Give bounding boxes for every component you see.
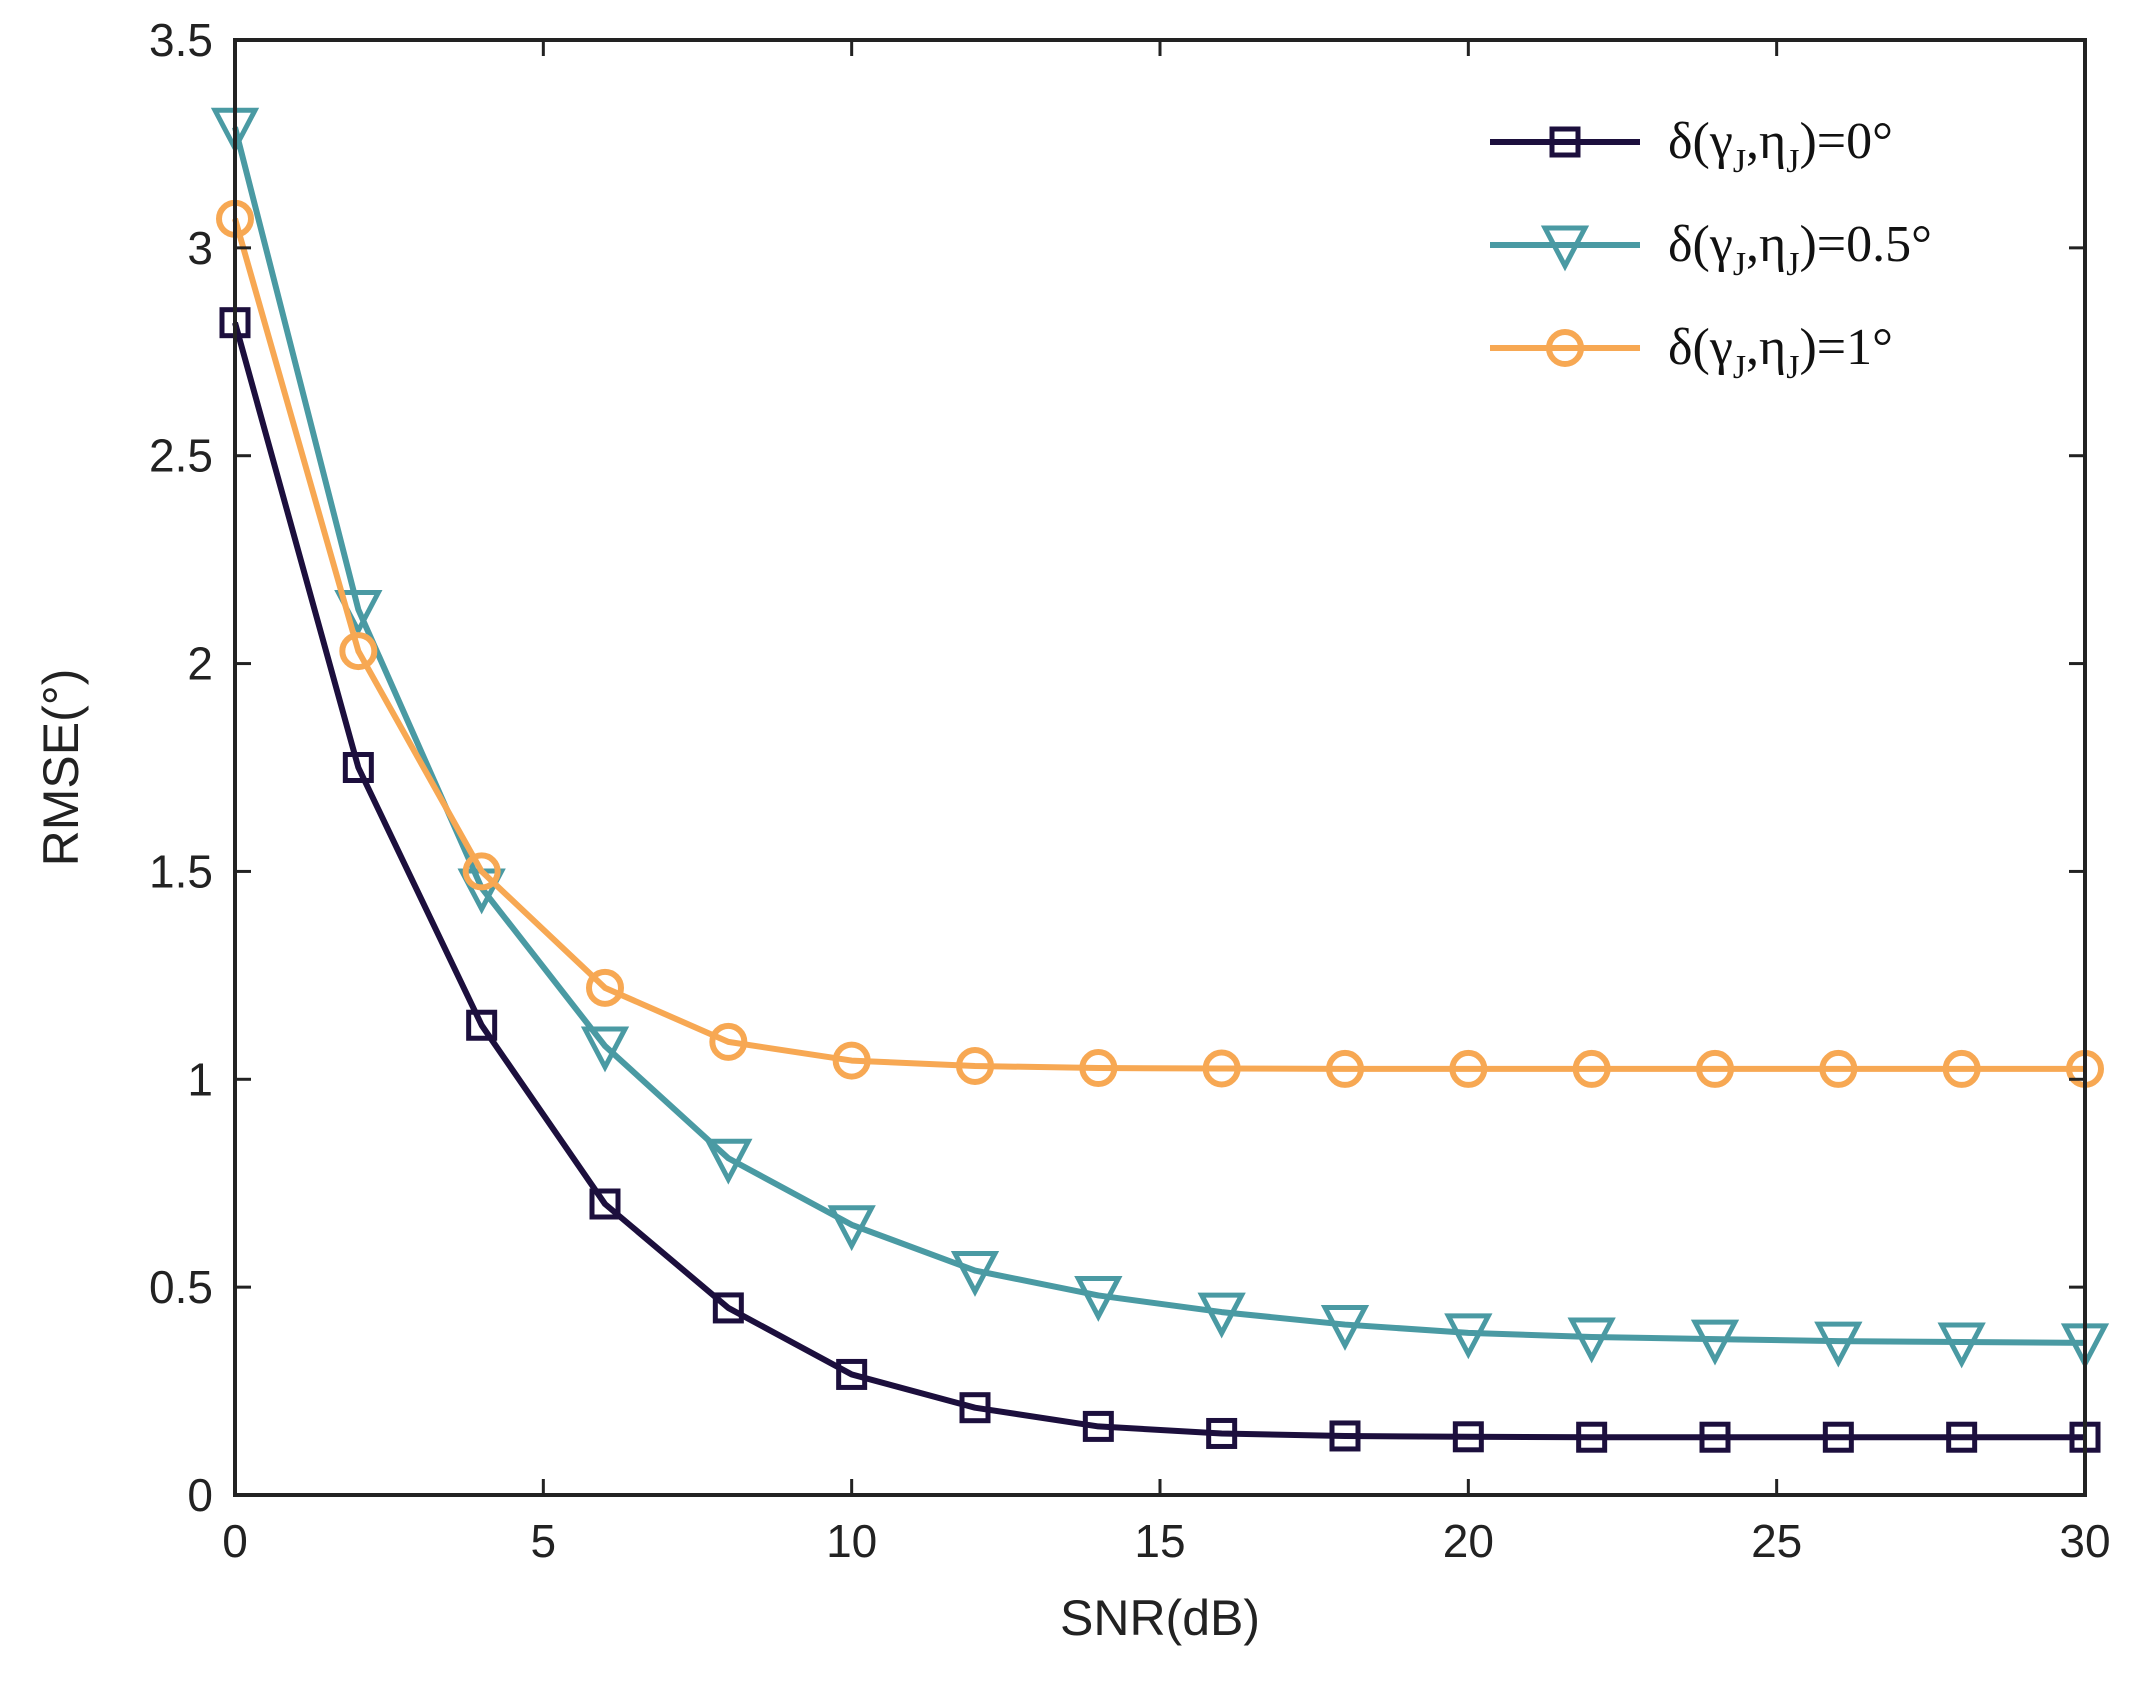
data-point-square <box>1946 1421 1978 1453</box>
legend-label-sub1: J <box>1733 143 1746 180</box>
legend: δ(γJ,ηJ)=0°δ(γJ,ηJ)=0.5°δ(γJ,ηJ)=1° <box>1490 113 1932 386</box>
data-point-triangle-down <box>580 1026 630 1073</box>
legend-label-eta: η <box>1759 319 1786 376</box>
legend-label-comma: , <box>1746 113 1759 170</box>
legend-label-comma: , <box>1746 216 1759 273</box>
legend-label-close: )=1° <box>1799 319 1892 376</box>
data-point-triangle-down <box>1074 1275 1123 1322</box>
data-point-square <box>1206 1417 1238 1449</box>
data-point-square <box>589 1188 621 1220</box>
legend-label-gamma: γ <box>1709 216 1733 273</box>
data-point-triangle-down <box>1320 1305 1370 1351</box>
legend-label: δ(γJ,ηJ)=1° <box>1668 319 1893 386</box>
y-tick-label: 3.5 <box>149 14 213 66</box>
y-axis-title: RMSE(°) <box>33 669 89 867</box>
legend-label-close: )=0.5° <box>1799 216 1931 273</box>
legend-label-comma: , <box>1746 319 1759 376</box>
data-point-circle <box>339 632 378 671</box>
y-tick-label: 1 <box>187 1053 213 1105</box>
x-tick-label: 5 <box>531 1515 557 1567</box>
legend-label-sub1: J <box>1733 246 1746 283</box>
data-point-triangle-down <box>1814 1321 1863 1368</box>
x-tick-label: 30 <box>2059 1515 2110 1567</box>
data-point-triangle-down <box>1444 1313 1493 1360</box>
x-tick-label: 25 <box>1751 1515 1802 1567</box>
data-point-circle <box>1079 1049 1118 1088</box>
legend-label-sub2: J <box>1786 143 1799 180</box>
data-point-circle <box>832 1041 871 1080</box>
series-layer <box>210 107 2110 1453</box>
legend-label-eta: η <box>1759 113 1786 170</box>
series-3 <box>216 199 2104 1088</box>
series-2 <box>210 107 2110 1370</box>
data-point-square <box>1329 1420 1361 1452</box>
x-axis-title: SNR(dB) <box>1060 1590 1260 1646</box>
data-point-square <box>1822 1421 1854 1453</box>
data-point-circle <box>462 852 501 891</box>
data-point-square <box>466 1009 498 1041</box>
data-point-circle <box>1202 1049 1241 1088</box>
data-point-square <box>959 1392 991 1424</box>
legend-label-close: )=0° <box>1799 113 1892 170</box>
series-line <box>232 321 2085 1441</box>
data-point-square <box>1082 1410 1114 1442</box>
series-line <box>232 217 2085 1072</box>
legend-entry: δ(γJ,ηJ)=0.5° <box>1490 216 1932 283</box>
data-point-square <box>712 1292 744 1324</box>
y-tick-label: 2.5 <box>149 430 213 482</box>
legend-label-sub2: J <box>1786 349 1799 386</box>
data-point-circle <box>1942 1049 1981 1088</box>
data-point-square <box>836 1358 868 1390</box>
data-point-circle <box>1449 1049 1488 1088</box>
data-point-triangle-down <box>827 1205 876 1252</box>
legend-marker-circle <box>1546 329 1584 367</box>
data-point-square <box>1576 1421 1608 1453</box>
data-point-circle <box>586 968 624 1007</box>
y-tick-label: 3 <box>187 222 213 274</box>
legend-label-eta: η <box>1759 216 1786 273</box>
data-point-square <box>1452 1421 1484 1453</box>
data-point-triangle-down <box>950 1251 1000 1297</box>
x-tick-label: 20 <box>1443 1515 1494 1567</box>
legend-label-gamma: γ <box>1709 319 1733 376</box>
series-line <box>232 126 2086 1346</box>
legend-marker-square <box>1549 126 1581 158</box>
data-point-circle <box>1696 1049 1734 1088</box>
data-point-triangle-down <box>1197 1292 1246 1339</box>
y-axis-ticks: 0 0.5 1 1.5 2 2.5 3 3.5 <box>149 14 2085 1521</box>
data-point-square <box>342 752 374 783</box>
legend-label-sub1: J <box>1733 349 1746 386</box>
legend-label-sub2: J <box>1786 246 1799 283</box>
legend-entry: δ(γJ,ηJ)=0° <box>1490 113 1893 180</box>
legend-label: δ(γJ,ηJ)=0° <box>1668 113 1893 180</box>
legend-label-delta: δ( <box>1668 113 1710 170</box>
x-axis-ticks: 0 5 10 15 20 25 30 <box>222 40 2111 1567</box>
data-point-square <box>1699 1421 1731 1453</box>
data-point-circle <box>1326 1049 1364 1088</box>
y-tick-label: 1.5 <box>149 845 213 897</box>
data-point-triangle-down <box>1937 1322 1986 1369</box>
legend-marker-triangle-down <box>1540 225 1590 272</box>
data-point-triangle-down <box>1690 1319 1740 1366</box>
legend-label-delta: δ( <box>1668 216 1710 273</box>
legend-label-gamma: γ <box>1709 113 1733 170</box>
data-point-triangle-down <box>704 1138 753 1185</box>
data-point-circle <box>709 1022 748 1061</box>
y-tick-label: 0.5 <box>149 1261 213 1313</box>
legend-label: δ(γJ,ηJ)=0.5° <box>1668 216 1932 283</box>
x-tick-label: 15 <box>1134 1515 1185 1567</box>
data-point-circle <box>1819 1049 1858 1088</box>
data-point-circle <box>956 1046 994 1085</box>
y-tick-label: 0 <box>187 1469 213 1521</box>
legend-entry: δ(γJ,ηJ)=1° <box>1490 319 1893 386</box>
data-point-circle <box>1572 1049 1611 1088</box>
y-tick-label: 2 <box>187 638 213 690</box>
legend-label-delta: δ( <box>1668 319 1710 376</box>
x-tick-label: 0 <box>222 1515 248 1567</box>
x-tick-label: 10 <box>826 1515 877 1567</box>
data-point-triangle-down <box>1567 1317 1616 1364</box>
